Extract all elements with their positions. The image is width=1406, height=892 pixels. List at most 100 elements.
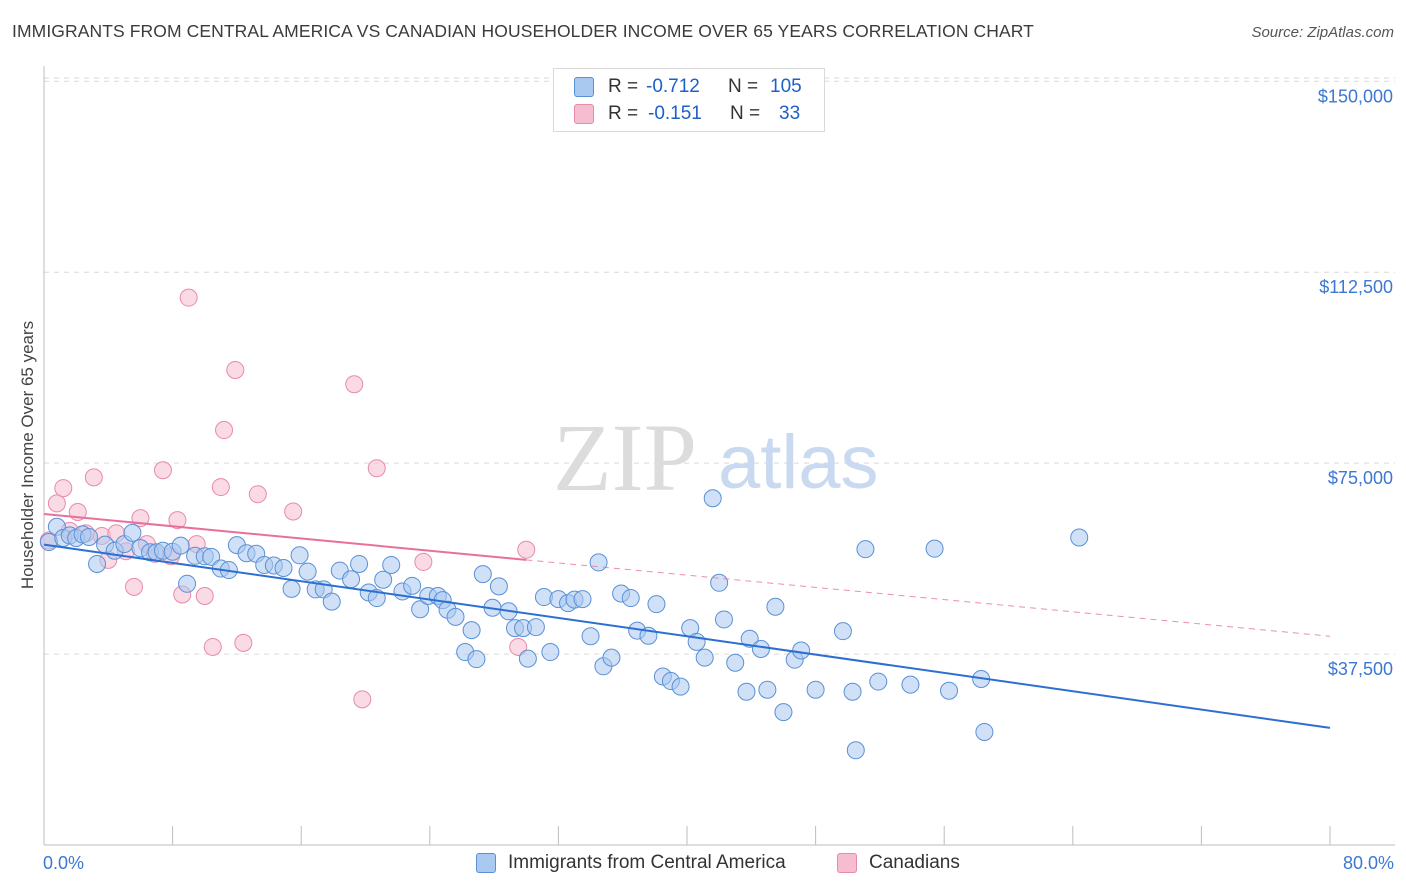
data-point (298, 562, 317, 581)
data-point (284, 502, 303, 521)
pink-swatch (574, 104, 594, 124)
data-point (1070, 528, 1089, 547)
data-point (215, 421, 234, 440)
data-point (411, 600, 430, 619)
legend-item-canadians[interactable]: Canadians (837, 852, 960, 874)
correlation-legend: R = -0.712 N = 105 R = -0.151 N = 33 (553, 68, 825, 132)
data-point (80, 527, 99, 546)
data-point (541, 643, 560, 662)
legend-label: Immigrants from Central America (508, 852, 786, 873)
data-point (414, 552, 433, 571)
y-tick-label: $150,000 (1318, 86, 1393, 106)
n-label: N = (728, 76, 759, 97)
data-point (446, 607, 465, 626)
data-point (274, 559, 293, 578)
data-point (290, 546, 309, 565)
data-point (342, 570, 361, 589)
blue-swatch (476, 853, 496, 873)
series-legend: Immigrants from Central America Canadian… (0, 852, 1406, 878)
legend-row-blue: R = -0.712 N = 105 (574, 75, 802, 99)
y-tick-label: $37,500 (1328, 659, 1393, 679)
data-point (509, 637, 528, 656)
data-point (671, 677, 690, 696)
data-point (602, 648, 621, 667)
r-label: R = (608, 103, 639, 124)
data-point (195, 587, 214, 606)
data-point (714, 610, 733, 629)
data-point (367, 459, 386, 478)
trend-line-central-america (43, 543, 1331, 729)
data-point (703, 489, 722, 508)
data-point (869, 672, 888, 691)
data-point (234, 633, 253, 652)
data-point (153, 461, 172, 480)
data-point (125, 577, 144, 596)
data-point (248, 485, 267, 504)
legend-row-pink: R = -0.151 N = 33 (574, 102, 800, 126)
data-point (925, 539, 944, 558)
data-point (833, 622, 852, 641)
data-point (382, 555, 401, 574)
data-point (940, 681, 959, 700)
data-point (282, 579, 301, 598)
trend-line-canadians (43, 513, 527, 561)
legend-label: Canadians (869, 852, 960, 873)
data-point (766, 597, 785, 616)
trend-lines (43, 513, 1331, 729)
chart-title: IMMIGRANTS FROM CENTRAL AMERICA VS CANAD… (12, 21, 1034, 41)
gridlines (44, 77, 1395, 655)
data-point (171, 536, 190, 555)
data-point (774, 703, 793, 722)
data-point (758, 680, 777, 699)
data-point (581, 627, 600, 646)
data-point (737, 682, 756, 701)
r-value: -0.712 (646, 76, 700, 97)
data-point (792, 641, 811, 660)
data-point (178, 574, 197, 593)
data-point (203, 637, 222, 656)
data-point (54, 479, 73, 498)
data-point (202, 547, 221, 566)
data-point (975, 722, 994, 741)
data-point (901, 675, 920, 694)
data-point (740, 629, 759, 648)
data-point (647, 595, 666, 614)
r-label: R = (608, 76, 639, 97)
r-value: -0.151 (648, 103, 702, 124)
data-point (84, 468, 103, 487)
data-point (345, 375, 364, 394)
tick-labels: $37,500 $75,000 $112,500 $150,000 0.0% 80.0% (43, 86, 1394, 873)
data-point (350, 554, 369, 573)
data-point (751, 639, 770, 658)
y-tick-label: $75,000 (1328, 468, 1393, 488)
watermark-zip: ZIP (553, 404, 697, 511)
blue-swatch (574, 77, 594, 97)
data-point (710, 573, 729, 592)
data-point (518, 649, 537, 668)
data-point (353, 690, 372, 709)
x-tick-label: 80.0% (1343, 853, 1394, 873)
data-point (168, 511, 187, 530)
data-point (526, 618, 545, 637)
axes (43, 66, 1395, 846)
data-point (322, 592, 341, 611)
trend-line-canadians-extension (526, 559, 1331, 637)
legend-item-central-america[interactable]: Immigrants from Central America (476, 852, 786, 874)
pink-swatch (837, 853, 857, 873)
data-point (88, 554, 107, 573)
n-value: 33 (779, 103, 801, 124)
data-point (403, 576, 422, 595)
data-point (462, 621, 481, 640)
data-point (489, 577, 508, 596)
data-point (846, 741, 865, 760)
data-point (621, 589, 640, 608)
data-point (695, 648, 714, 667)
data-point (179, 288, 198, 307)
data-point (843, 682, 862, 701)
data-point (806, 680, 825, 699)
central-america-points (39, 489, 1089, 760)
data-point (123, 523, 142, 542)
data-point (589, 553, 608, 572)
x-tick-label: 0.0% (43, 853, 84, 873)
